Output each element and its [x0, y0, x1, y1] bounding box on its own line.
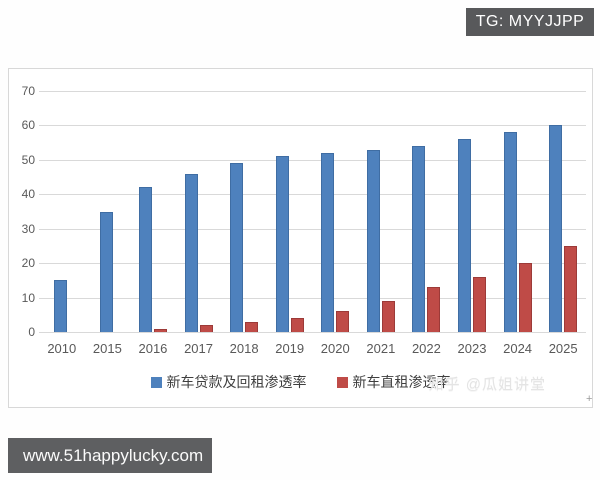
bar-2022-series-1 [427, 287, 441, 332]
y-axis-tick-label: 60 [21, 118, 35, 133]
x-axis-tick-label: 2025 [548, 341, 578, 356]
bar-group-2019 [267, 91, 313, 332]
bar-group-2024 [495, 91, 541, 332]
legend-label: 新车直租渗透率 [352, 374, 451, 390]
bar-chart: 0 10 20 30 40 50 60 70 2010 2015 2016 2017 2018 2019… [8, 68, 593, 408]
bar-groups [39, 91, 586, 332]
gridline [39, 263, 586, 265]
bar-group-2017 [176, 91, 222, 332]
bar-2020-series-0 [321, 152, 335, 332]
bar-2016-series-1 [153, 328, 167, 332]
bar-group-2016 [130, 91, 176, 332]
bar-2019-series-0 [275, 156, 289, 332]
y-axis-tick-label: 70 [21, 84, 35, 98]
legend-item-0: 新车贷款及回租渗透率 [150, 372, 307, 392]
bar-group-2022 [404, 91, 450, 332]
y-axis-tick-label: 0 [28, 325, 35, 339]
bar-2019-series-1 [290, 318, 304, 332]
url-badge-text: www.51happylucky.com [23, 445, 204, 465]
bar-2021-series-0 [366, 149, 380, 332]
x-axis-tick-label: 2018 [229, 341, 259, 356]
x-axis-tick-label: 2015 [92, 341, 122, 356]
x-axis-tick-label: 2019 [275, 341, 305, 356]
bar-2018-series-0 [230, 163, 244, 332]
plot-area: 0 10 20 30 40 50 60 70 [22, 84, 586, 339]
bar-group-2020 [312, 91, 358, 332]
x-axis-tick-label: 2021 [366, 341, 396, 356]
x-axis-tick-label: 2017 [184, 341, 213, 356]
bar-group-2021 [358, 91, 404, 332]
bar-2024-series-1 [518, 263, 532, 332]
chart-legend: 新车贷款及回租渗透率 新车直租渗透率 [9, 372, 592, 392]
gridline [39, 159, 586, 161]
legend-label: 新车贷款及回租渗透率 [166, 374, 307, 390]
y-axis-tick-label: 10 [21, 290, 35, 305]
gridline [39, 332, 586, 333]
bar-group-2018 [221, 91, 267, 332]
bar-2025-series-1 [564, 245, 578, 332]
x-axis-tick-label: 2022 [411, 341, 441, 356]
gridline [39, 194, 586, 196]
legend-swatch-icon [150, 376, 162, 388]
bar-2021-series-1 [381, 301, 395, 332]
url-badge: www.51happylucky.com [8, 438, 212, 473]
bar-2020-series-1 [336, 311, 350, 332]
gridline [39, 125, 586, 127]
y-axis-tick-label: 30 [21, 221, 35, 236]
bar-2016-series-0 [138, 187, 152, 332]
bar-2023-series-0 [457, 139, 471, 332]
legend-item-1: 新车直租渗透率 [336, 372, 451, 392]
x-axis-tick-label: 2020 [320, 341, 350, 356]
x-axis-tick-label: 2016 [138, 341, 168, 356]
bar-2022-series-0 [412, 146, 426, 332]
gridline [39, 228, 586, 230]
gridline [39, 91, 586, 92]
bar-2024-series-0 [503, 132, 517, 332]
gridline [39, 297, 586, 299]
legend-swatch-icon [336, 376, 348, 388]
bar-2025-series-0 [549, 125, 563, 332]
bar-group-2025 [540, 91, 586, 332]
bar-2017-series-1 [199, 325, 213, 332]
bar-2023-series-1 [472, 276, 486, 332]
x-axis-tick-label: 2010 [47, 341, 77, 356]
bar-group-2015 [85, 91, 131, 332]
y-axis-tick-label: 50 [21, 152, 35, 167]
bar-2017-series-0 [184, 173, 198, 332]
bar-group-2023 [449, 91, 495, 332]
x-axis: 2010 2015 2016 2017 2018 2019 2020 2021 2022 2023… [39, 341, 586, 356]
bar-2015-series-0 [99, 211, 113, 332]
y-axis-tick-label: 20 [21, 256, 35, 271]
bar-group-2010 [39, 91, 85, 332]
y-axis-tick-label: 40 [21, 187, 35, 202]
x-axis-tick-label: 2023 [457, 341, 487, 356]
resize-handle-icon: + [586, 393, 593, 405]
tg-badge-text: TG: MYYJJPP [475, 13, 585, 30]
x-axis-tick-label: 2024 [503, 341, 533, 356]
bar-2010-series-0 [54, 280, 68, 332]
bar-2018-series-1 [245, 321, 259, 332]
tg-badge: TG: MYYJJPP [466, 8, 594, 36]
